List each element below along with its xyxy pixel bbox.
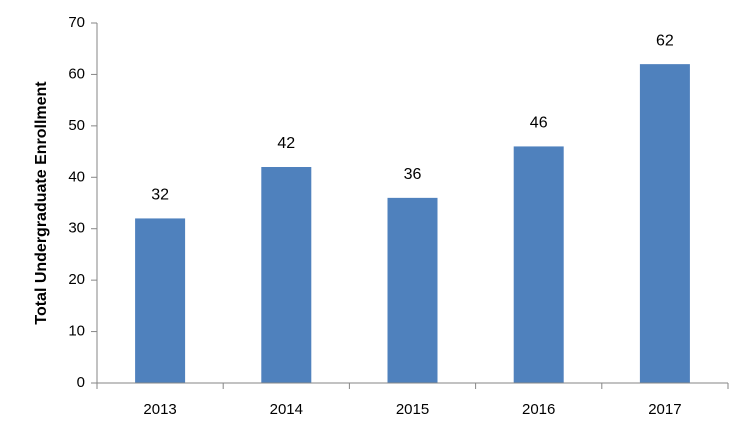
data-label: 32 — [151, 187, 169, 204]
y-tick-label: 30 — [68, 220, 85, 237]
data-label: 42 — [277, 135, 295, 152]
x-tick-label: 2017 — [648, 401, 681, 418]
y-tick-label: 40 — [68, 168, 85, 185]
x-tick-label: 2016 — [522, 401, 555, 418]
y-tick-label: 60 — [68, 65, 85, 82]
x-tick-label: 2013 — [143, 401, 176, 418]
x-tick-label: 2015 — [396, 401, 429, 418]
bar — [135, 218, 186, 383]
data-label: 46 — [530, 115, 548, 132]
data-label: 62 — [656, 32, 674, 49]
y-tick-label: 70 — [68, 14, 85, 31]
bar — [513, 146, 564, 383]
x-tick-label: 2014 — [270, 401, 303, 418]
y-tick-label: 0 — [77, 374, 85, 391]
data-label: 36 — [404, 166, 422, 183]
y-tick-label: 10 — [68, 323, 85, 340]
bar — [261, 167, 312, 383]
y-axis-label: Total Undergraduate Enrollment — [33, 81, 50, 325]
bar — [639, 64, 690, 384]
y-tick-label: 20 — [68, 271, 85, 288]
bar — [387, 197, 438, 383]
y-tick-label: 50 — [68, 117, 85, 134]
